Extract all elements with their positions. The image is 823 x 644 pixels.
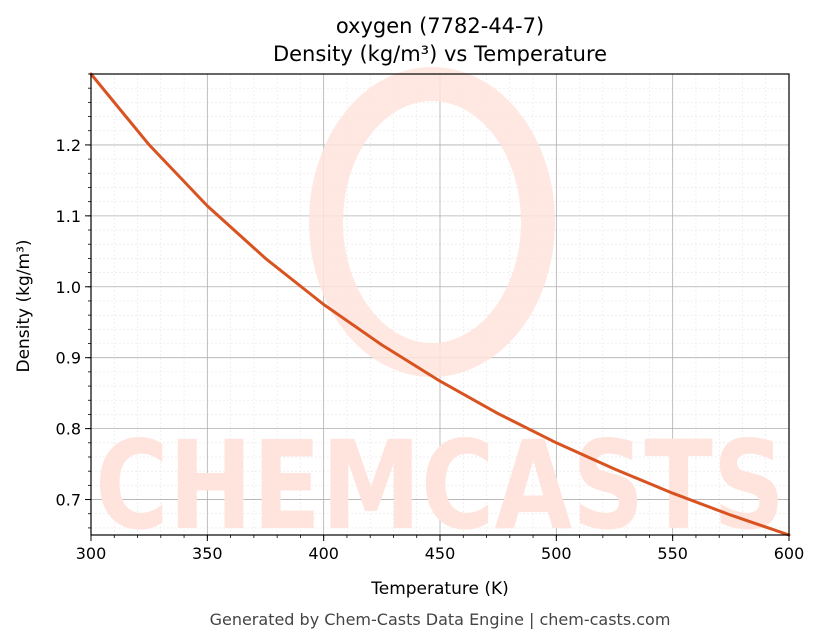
y-tick-label: 0.9	[56, 349, 81, 368]
y-axis-label: Density (kg/m³)	[14, 239, 34, 372]
x-tick-label: 400	[308, 544, 339, 563]
y-tick-label: 1.0	[56, 278, 81, 297]
x-tick-label: 600	[774, 544, 805, 563]
chart-title: oxygen (7782-44-7)	[336, 14, 544, 38]
footer-credit: Generated by Chem-Casts Data Engine | ch…	[210, 610, 671, 629]
y-tick-label: 0.8	[56, 420, 81, 439]
axis-ticks	[85, 73, 790, 541]
y-tick-label: 1.2	[56, 136, 81, 155]
chart-subtitle: Density (kg/m³) vs Temperature	[273, 42, 607, 66]
x-tick-label: 350	[192, 544, 223, 563]
watermark-text: CHEMCASTS	[95, 415, 785, 557]
x-tick-label: 500	[541, 544, 572, 563]
watermark-swirl	[309, 67, 555, 377]
x-tick-label: 450	[425, 544, 456, 563]
x-axis-label: Temperature (K)	[370, 579, 509, 599]
tick-labels: 300 350 400 450 500 550 600 0.7 0.8 0.9 1.0 1.1 1.2	[56, 136, 805, 563]
x-tick-label: 550	[657, 544, 688, 563]
density-series-line	[89, 72, 791, 537]
y-tick-label: 1.1	[56, 207, 81, 226]
chemcasts-watermark: CHEMCASTS	[95, 67, 785, 557]
x-tick-label: 300	[76, 544, 107, 563]
y-tick-label: 0.7	[56, 491, 81, 510]
series-layer	[89, 72, 791, 537]
